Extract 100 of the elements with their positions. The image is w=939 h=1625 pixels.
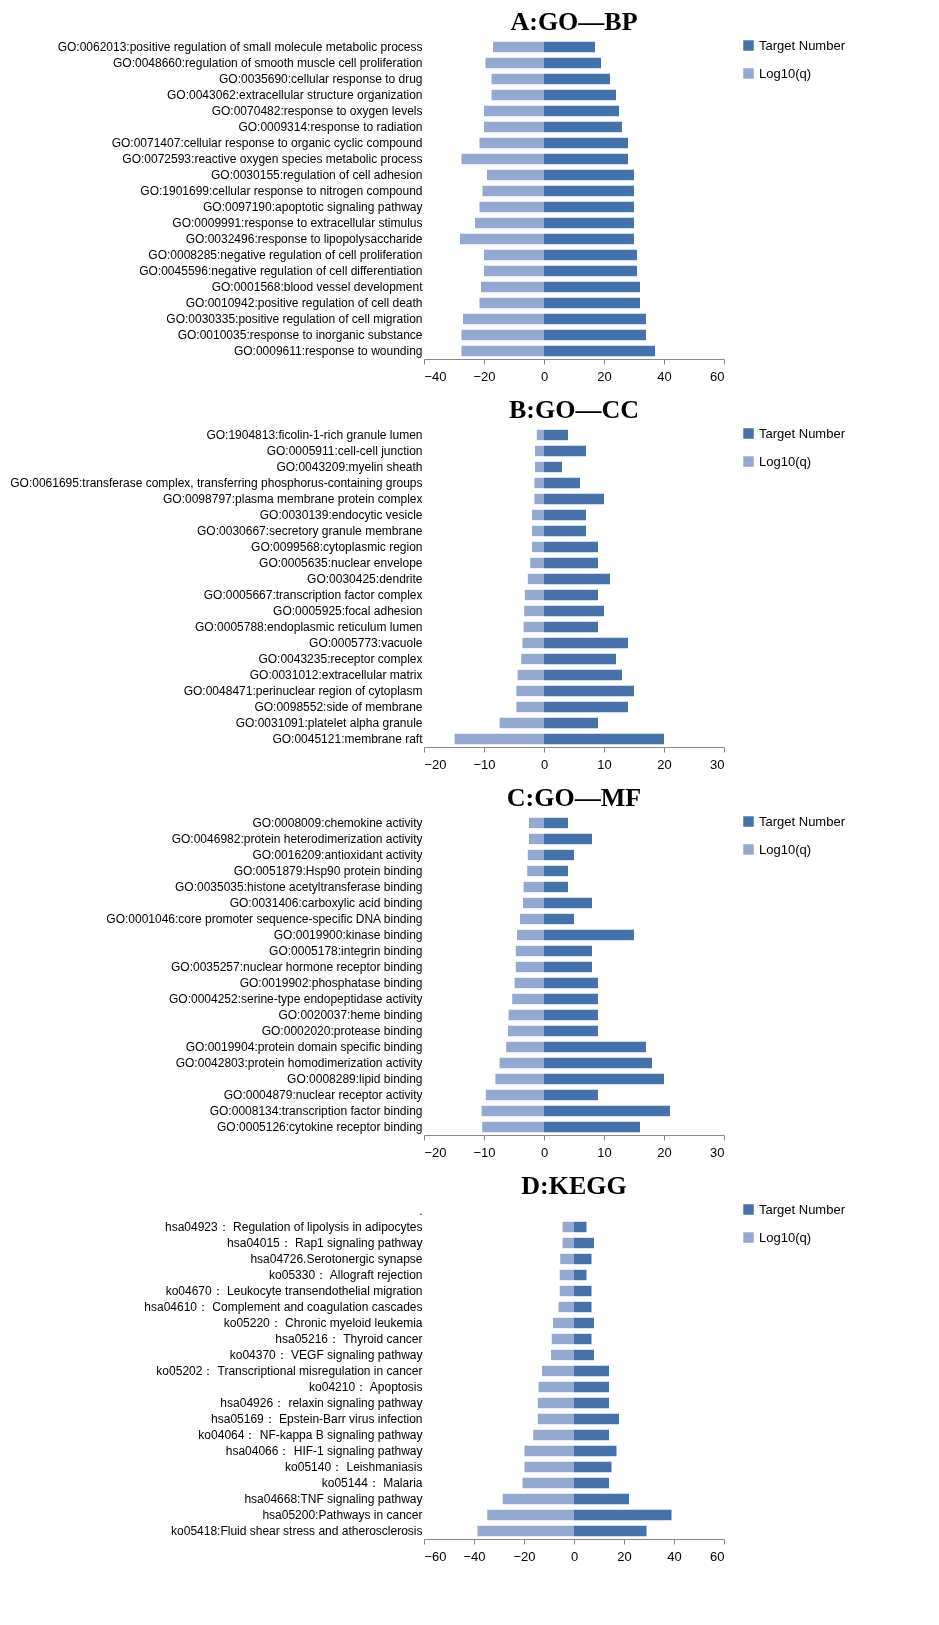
y-tick-label: GO:0031406:carboxylic acid binding	[229, 896, 423, 910]
y-tick-label: ko05220： Chronic myeloid leukemia	[223, 1316, 423, 1330]
y-tick-label: GO:0020037:heme binding	[278, 1008, 423, 1022]
legend-label: Target Number	[759, 1201, 846, 1217]
y-tick-label: GO:0030425:dendrite	[307, 572, 423, 586]
y-tick-label: hsa05200:Pathways in cancer	[262, 1508, 423, 1522]
y-tick-label: GO:0005667:transcription factor complex	[203, 588, 423, 602]
legend-label: Target Number	[759, 425, 846, 441]
x-tick-label: −40	[424, 368, 447, 384]
y-tick-label: GO:0032496:response to lipopolysaccharide	[185, 232, 423, 246]
x-tick-label: −20	[473, 368, 496, 384]
y-tick-label: GO:0043062:extracellular structure organization	[167, 88, 423, 102]
y-tick-label: hsa05169： Epstein-Barr virus infection	[211, 1412, 423, 1426]
y-tick-label: GO:0001568:blood vessel development	[211, 280, 424, 294]
legend-label: Target Number	[759, 813, 846, 829]
x-tick-label: 40	[657, 368, 672, 384]
legend-label: Log10(q)	[759, 841, 812, 857]
y-tick-label: hsa04926： relaxin signaling pathway	[220, 1396, 423, 1410]
y-tick-label: GO:0045121:membrane raft	[272, 732, 424, 746]
x-tick-label: −60	[424, 1548, 447, 1564]
x-tick-label: 0	[540, 1144, 549, 1160]
y-tick-label: GO:0009991:response to extracellular stimulus	[172, 216, 423, 230]
y-tick-label: GO:0005925:focal adhesion	[273, 604, 423, 618]
x-tick-label: −20	[424, 1144, 447, 1160]
y-tick-label: GO:0030667:secretory granule membrane	[197, 524, 423, 538]
y-tick-label: GO:0005635:nuclear envelope	[259, 556, 423, 570]
y-tick-label: ko04370： VEGF signaling pathway	[229, 1348, 423, 1362]
legend-label: Log10(q)	[759, 1229, 812, 1245]
y-tick-label: hsa05216： Thyroid cancer	[275, 1332, 423, 1346]
y-tick-label: ko05202： Transcriptional misregulation in cancer	[156, 1364, 423, 1378]
y-tick-label: GO:0051879:Hsp90 protein binding	[233, 864, 423, 878]
y-tick-label: GO:0043209:myelin sheath	[276, 460, 423, 474]
y-tick-label: GO:0008134:transcription factor binding	[209, 1104, 423, 1118]
y-tick-label: GO:0005911:cell-cell junction	[266, 444, 423, 458]
y-tick-label: GO:0019902:phosphatase binding	[239, 976, 423, 990]
y-tick-label: GO:0099568:cytoplasmic region	[251, 540, 423, 554]
y-tick-label: GO:0043235:receptor complex	[258, 652, 423, 666]
y-tick-label: .	[419, 1204, 423, 1218]
y-tick-label: GO:0008285:negative regulation of cell proliferation	[148, 248, 423, 262]
y-tick-label: GO:0035690:cellular response to drug	[219, 72, 423, 86]
y-tick-label: GO:1904813:ficolin-1-rich granule lumen	[206, 428, 423, 442]
x-tick-label: 60	[710, 368, 725, 384]
x-tick-label: 20	[657, 756, 672, 772]
x-tick-label: 20	[617, 1548, 632, 1564]
y-tick-label: GO:0010035:response to inorganic substance	[177, 328, 423, 342]
y-tick-label: GO:0035035:histone acetyltransferase binding	[175, 880, 423, 894]
y-tick-label: ko05330： Allograft rejection	[269, 1268, 423, 1282]
y-tick-label: GO:0016209:antioxidant activity	[252, 848, 423, 862]
x-tick-label: 10	[597, 756, 612, 772]
chart-title: D:KEGG	[521, 1171, 627, 1200]
y-tick-label: GO:0072593:reactive oxygen species metabolic process	[122, 152, 423, 166]
y-tick-label: GO:0031091:platelet alpha granule	[235, 716, 423, 730]
y-tick-label: GO:0048471:perinuclear region of cytoplasm	[183, 684, 423, 698]
y-tick-label: GO:0098552:side of membrane	[254, 700, 423, 714]
y-tick-label: GO:0031012:extracellular matrix	[249, 668, 423, 682]
y-tick-label: GO:0005126:cytokine receptor binding	[217, 1120, 423, 1134]
y-tick-label: GO:0045596:negative regulation of cell differentiation	[139, 264, 423, 278]
chart-title: B:GO—CC	[509, 395, 639, 424]
y-tick-label: GO:0048660:regulation of smooth muscle cell proliferation	[112, 56, 423, 70]
chart-title: A:GO—BP	[510, 7, 638, 36]
y-tick-label: GO:0098797:plasma membrane protein complex	[163, 492, 423, 506]
y-tick-label: hsa04726.Serotonergic synapse	[250, 1252, 423, 1266]
x-tick-label: −20	[424, 756, 447, 772]
y-tick-label: GO:0001046:core promoter sequence-specific DNA binding	[106, 912, 423, 926]
y-tick-label: GO:0005178:integrin binding	[269, 944, 423, 958]
x-tick-label: 0	[540, 756, 549, 772]
y-tick-label: ko05418:Fluid shear stress and atherosclerosis	[171, 1524, 423, 1538]
y-tick-label: GO:0070482:response to oxygen levels	[211, 104, 423, 118]
x-tick-label: 0	[540, 368, 549, 384]
x-tick-label: 40	[667, 1548, 682, 1564]
y-tick-label: GO:0019904:protein domain specific binding	[185, 1040, 423, 1054]
y-tick-label: hsa04610： Complement and coagulation cascades	[144, 1300, 423, 1314]
x-tick-label: −10	[473, 1144, 496, 1160]
y-tick-label: GO:0019900:kinase binding	[273, 928, 423, 942]
x-tick-label: −10	[473, 756, 496, 772]
x-tick-label: 60	[710, 1548, 725, 1564]
legend-label: Log10(q)	[759, 453, 812, 469]
y-tick-label: GO:0002020:protease binding	[261, 1024, 423, 1038]
y-tick-label: GO:0004252:serine-type endopeptidase activity	[169, 992, 423, 1006]
legend-label: Log10(q)	[759, 65, 812, 81]
y-tick-label: ko05144： Malaria	[321, 1476, 423, 1490]
y-tick-label: GO:0046982:protein heterodimerization activity	[171, 832, 423, 846]
y-tick-label: GO:0005773:vacuole	[309, 636, 423, 650]
y-tick-label: ko05140： Leishmaniasis	[285, 1460, 423, 1474]
y-tick-label: GO:0062013:positive regulation of small molecule metabolic process	[57, 40, 423, 54]
y-tick-label: GO:1901699:cellular response to nitrogen compound	[140, 184, 423, 198]
y-tick-label: GO:0010942:positive regulation of cell death	[185, 296, 423, 310]
y-tick-label: GO:0009611:response to wounding	[233, 344, 423, 358]
y-tick-label: GO:0071407:cellular response to organic cyclic compound	[111, 136, 423, 150]
y-tick-label: GO:0008289:lipid binding	[287, 1072, 423, 1086]
x-tick-label: 0	[570, 1548, 579, 1564]
y-tick-label: ko04670： Leukocyte transendothelial migration	[165, 1284, 423, 1298]
y-tick-label: GO:0009314:response to radiation	[238, 120, 423, 134]
y-tick-label: hsa04923： Regulation of lipolysis in adipocytes	[165, 1220, 423, 1234]
x-tick-label: −40	[463, 1548, 486, 1564]
x-tick-label: 20	[597, 368, 612, 384]
y-tick-label: GO:0008009:chemokine activity	[252, 816, 423, 830]
y-tick-label: GO:0030155:regulation of cell adhesion	[211, 168, 423, 182]
y-tick-label: GO:0004879:nuclear receptor activity	[223, 1088, 423, 1102]
y-tick-label: GO:0042803:protein homodimerization activity	[175, 1056, 423, 1070]
